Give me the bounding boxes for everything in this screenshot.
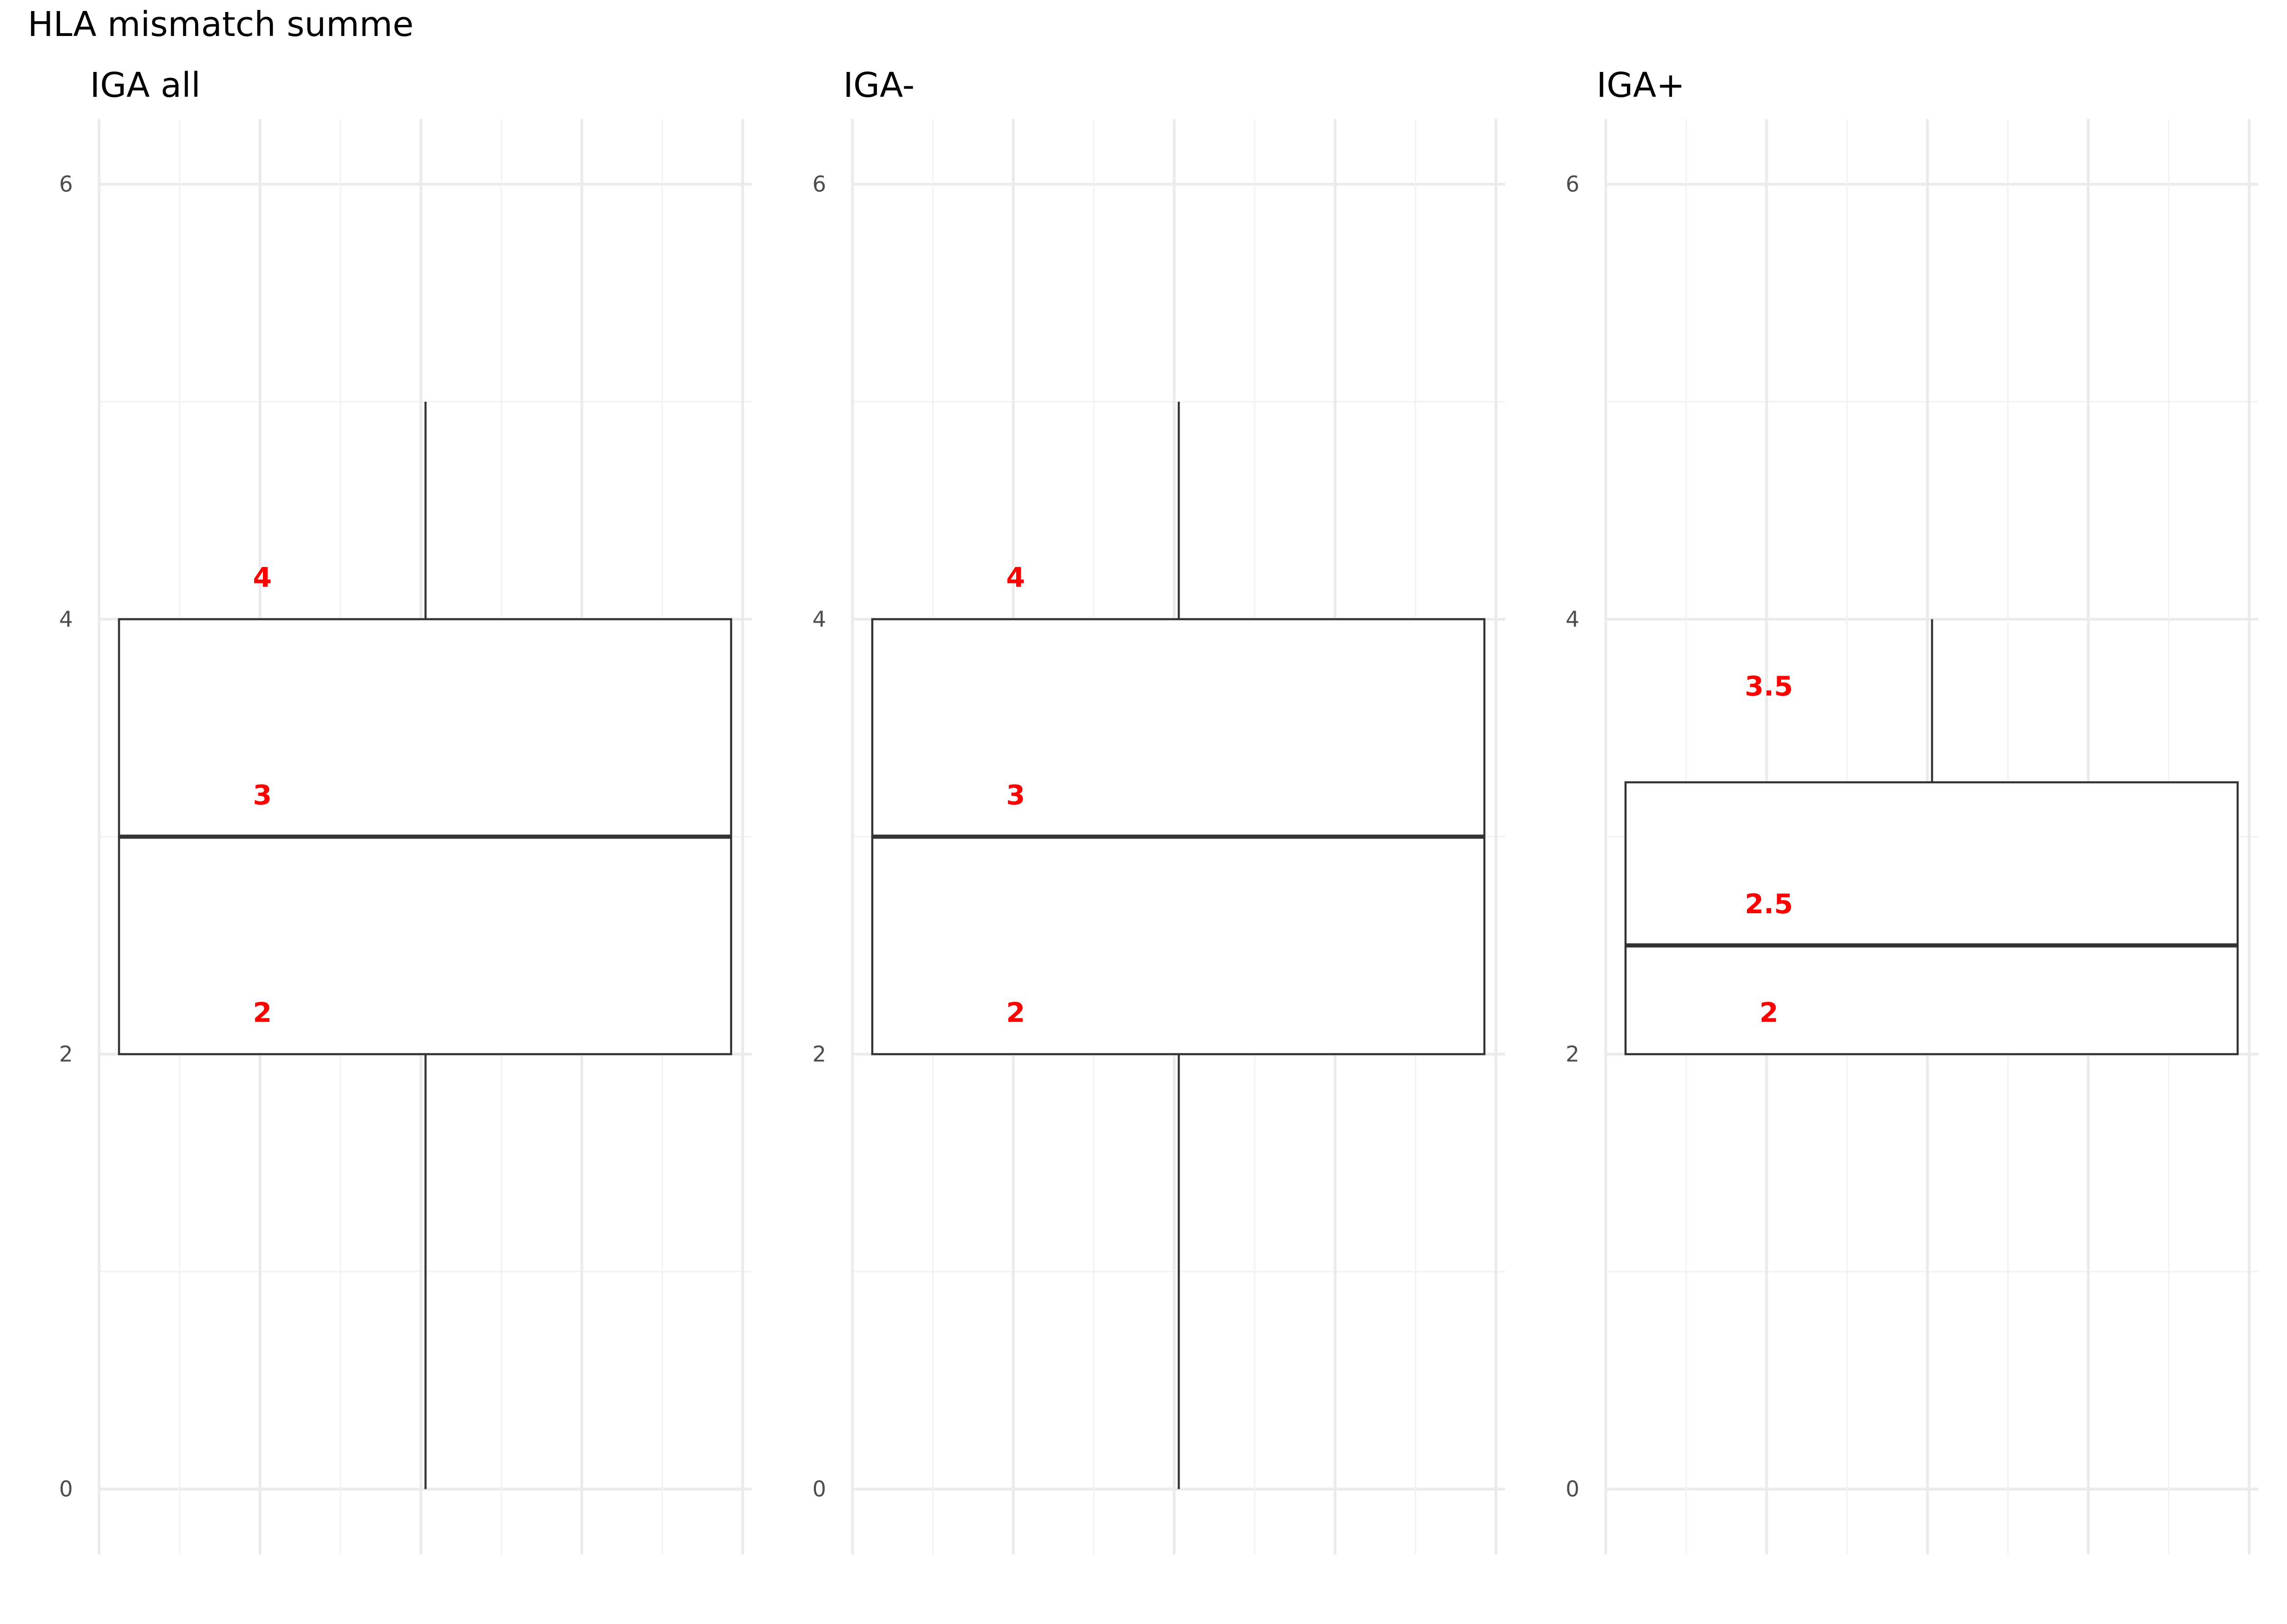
y-tick-label: 0 [1566,1477,1579,1502]
data-label: 2.5 [1745,888,1793,920]
y-tick-label: 4 [1566,607,1579,632]
panel-3: IGA+ 0 2 4 6 3.5 2.5 2 [1566,65,2258,1554]
data-label: 3.5 [1745,670,1793,702]
data-label: 2 [253,997,272,1029]
y-tick-label: 6 [1566,172,1579,197]
chart-title: HLA mismatch summe [28,5,414,44]
y-tick-label: 2 [59,1042,73,1067]
panel-1: IGA all 0 2 4 6 4 3 2 [59,65,752,1554]
data-label: 4 [1006,561,1025,593]
y-tick-label: 0 [812,1477,826,1502]
y-tick-label: 4 [812,607,826,632]
panel-title: IGA+ [1596,65,1685,105]
y-tick-label: 2 [812,1042,826,1067]
y-tick-label: 4 [59,607,73,632]
data-label: 4 [253,561,272,593]
data-label: 2 [1006,997,1025,1029]
box [1624,781,2239,1055]
data-label: 2 [1759,997,1778,1029]
y-tick-label: 0 [59,1477,73,1502]
panel-title: IGA all [90,65,201,105]
y-tick-label: 2 [1566,1042,1579,1067]
y-tick-label: 6 [812,172,826,197]
panel-2: IGA- 0 2 4 6 4 3 2 [812,65,1505,1554]
data-label: 3 [253,779,272,811]
panel-title: IGA- [843,65,915,105]
data-label: 3 [1006,779,1025,811]
y-tick-label: 6 [59,172,73,197]
